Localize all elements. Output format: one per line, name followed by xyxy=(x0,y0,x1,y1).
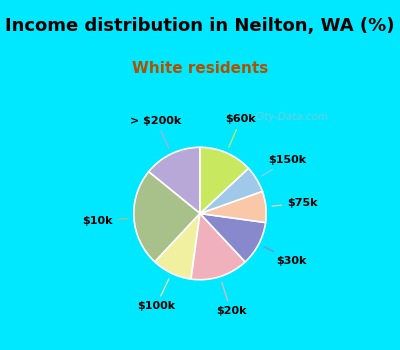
Text: $60k: $60k xyxy=(226,114,256,147)
Text: $100k: $100k xyxy=(137,279,175,311)
Wedge shape xyxy=(155,214,200,279)
Wedge shape xyxy=(200,214,266,262)
Text: $10k: $10k xyxy=(82,216,128,225)
Wedge shape xyxy=(200,191,266,223)
Wedge shape xyxy=(200,147,248,214)
Text: > $200k: > $200k xyxy=(130,116,182,148)
Text: $20k: $20k xyxy=(216,282,246,316)
Wedge shape xyxy=(200,168,262,214)
Text: City-Data.com: City-Data.com xyxy=(255,112,329,122)
Text: $150k: $150k xyxy=(262,155,307,176)
Text: $75k: $75k xyxy=(272,198,317,208)
Text: $30k: $30k xyxy=(264,247,306,266)
Text: White residents: White residents xyxy=(132,61,268,76)
Text: Income distribution in Neilton, WA (%): Income distribution in Neilton, WA (%) xyxy=(5,18,395,35)
Wedge shape xyxy=(191,214,245,280)
Wedge shape xyxy=(134,172,200,262)
Wedge shape xyxy=(149,147,200,214)
